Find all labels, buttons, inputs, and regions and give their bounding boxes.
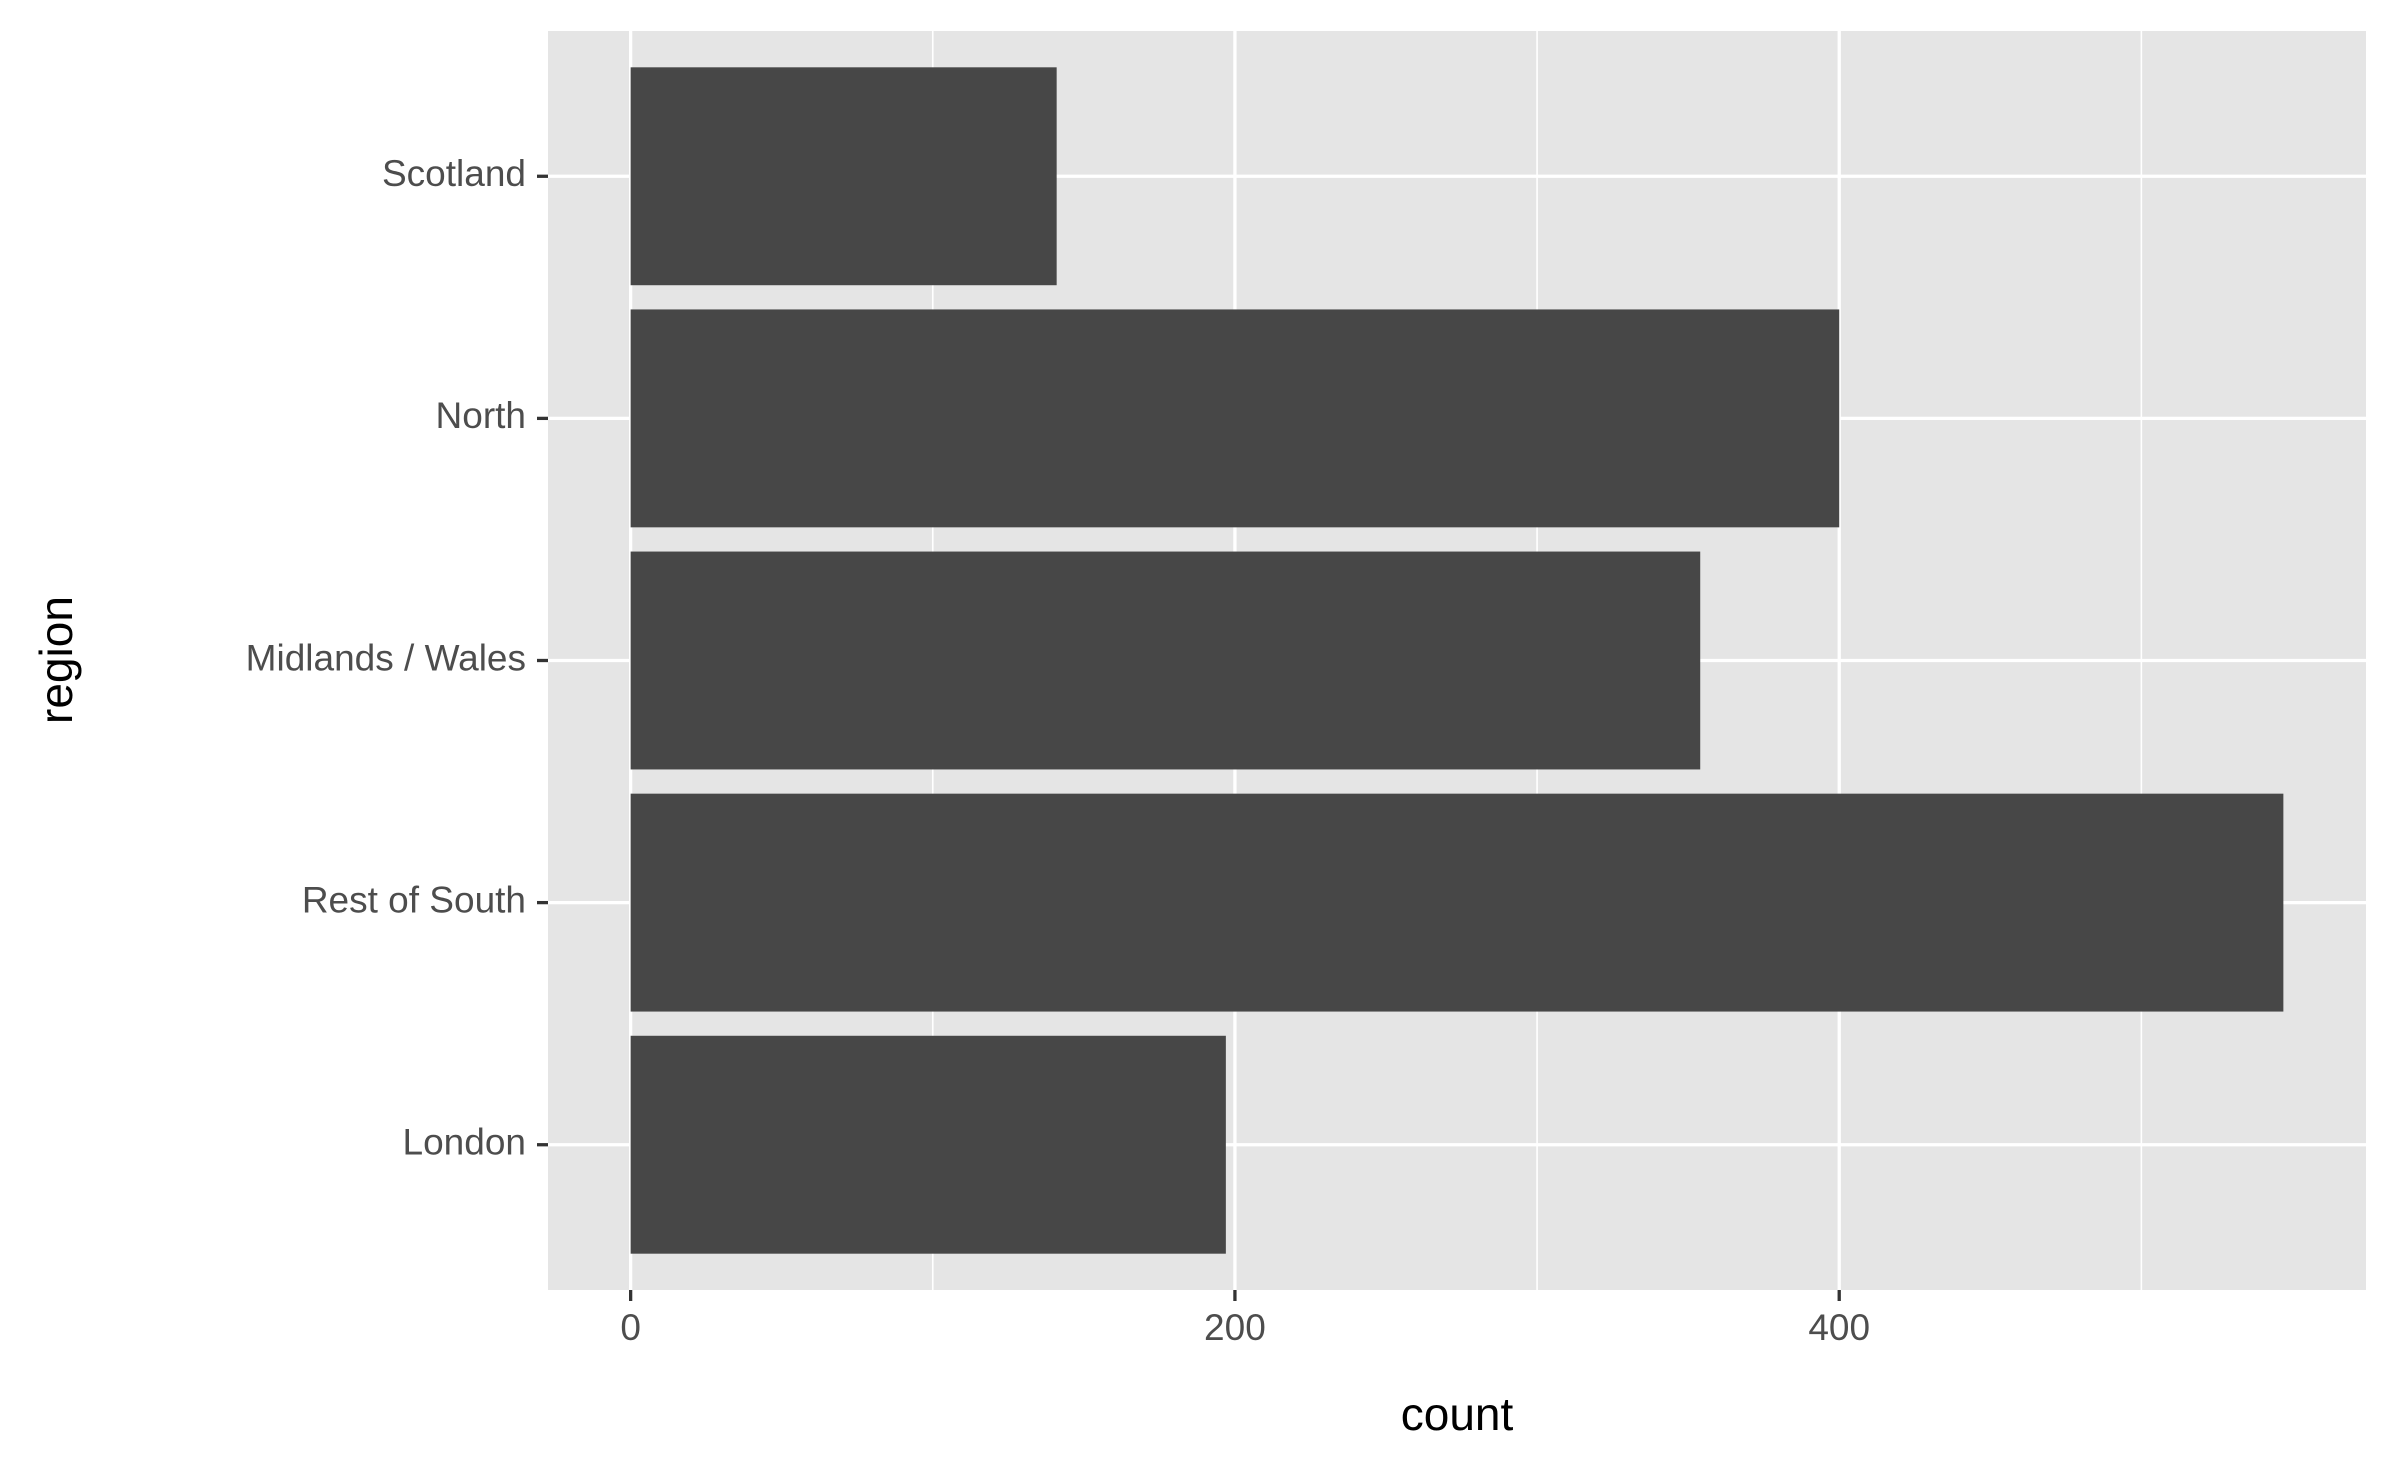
x-tick-label: 200	[1204, 1307, 1266, 1348]
bar	[630, 67, 1057, 286]
x-tick-label: 0	[620, 1307, 641, 1348]
x-axis-title: count	[1401, 1388, 1514, 1440]
bar	[630, 793, 2284, 1012]
y-tick-label: North	[436, 395, 526, 436]
bar	[630, 1035, 1226, 1254]
bar	[630, 309, 1840, 528]
y-tick-label: Rest of South	[302, 879, 526, 920]
y-tick-label: London	[403, 1122, 526, 1163]
y-tick-label: Scotland	[382, 153, 526, 194]
y-tick-label: Midlands / Wales	[246, 637, 526, 678]
y-axis-title: region	[30, 596, 82, 724]
bar	[630, 551, 1701, 770]
x-tick-label: 400	[1808, 1307, 1870, 1348]
